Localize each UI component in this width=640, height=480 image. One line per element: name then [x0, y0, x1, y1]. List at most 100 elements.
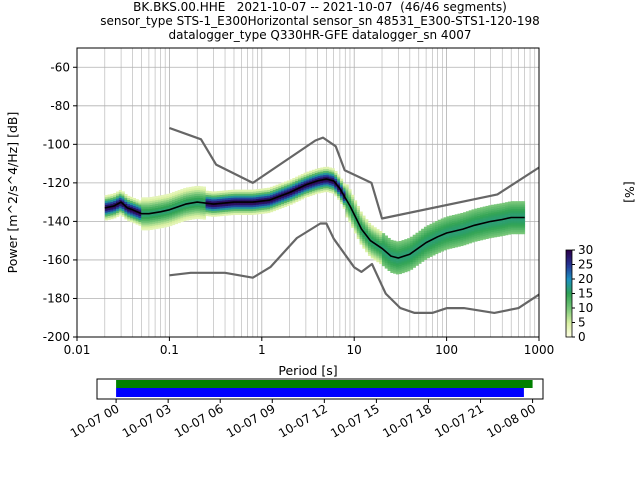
density-cell	[440, 243, 444, 246]
density-cell	[505, 204, 509, 207]
density-cell	[152, 209, 156, 213]
density-cell	[121, 195, 125, 198]
density-cell	[435, 224, 439, 228]
density-cell	[113, 198, 117, 202]
density-cell	[432, 251, 436, 254]
density-cell	[379, 259, 383, 263]
density-cell	[188, 211, 192, 215]
density-cell	[163, 213, 167, 216]
density-cell	[479, 228, 484, 231]
density-cell	[415, 263, 419, 266]
density-cell	[398, 260, 402, 263]
density-cell	[219, 206, 223, 209]
density-cell	[306, 173, 310, 176]
density-cell	[127, 197, 131, 201]
density-cell	[460, 216, 464, 220]
density-cell	[387, 264, 391, 268]
density-cell	[451, 243, 456, 247]
density-cell	[384, 243, 388, 246]
density-cell	[519, 220, 523, 223]
density-cell	[144, 228, 148, 231]
colorbar-segment	[566, 264, 572, 267]
density-cell	[482, 223, 486, 227]
density-cell	[253, 189, 257, 192]
density-cell	[199, 205, 204, 208]
density-cell	[395, 243, 400, 246]
density-cell	[460, 226, 464, 229]
density-cell	[160, 204, 164, 207]
density-cell	[440, 245, 444, 248]
density-cell	[281, 196, 285, 199]
density-cell	[351, 219, 355, 223]
density-cell	[384, 266, 388, 269]
density-cell	[373, 229, 377, 232]
density-cell	[468, 235, 472, 238]
density-cell	[367, 224, 372, 227]
density-cell	[171, 203, 176, 206]
density-cell	[258, 209, 262, 213]
density-cell	[423, 247, 428, 251]
density-cell	[194, 203, 198, 206]
density-cell	[429, 250, 433, 254]
density-cell	[499, 205, 503, 208]
density-cell	[130, 214, 134, 217]
density-cell	[465, 220, 470, 224]
density-cell	[188, 213, 192, 217]
density-cell	[387, 261, 391, 264]
density-cell	[261, 207, 265, 210]
density-cell	[415, 236, 419, 239]
density-cell	[359, 234, 363, 237]
density-cell	[353, 204, 358, 207]
density-cell	[429, 223, 433, 227]
density-cell	[351, 215, 355, 219]
density-cell	[407, 249, 411, 252]
density-cell	[309, 172, 313, 175]
density-cell	[390, 243, 394, 246]
density-cell	[426, 250, 430, 253]
density-cell	[135, 203, 139, 206]
density-cell	[300, 189, 304, 192]
density-cell	[412, 253, 416, 257]
density-cell	[141, 203, 145, 206]
density-cell	[295, 197, 299, 201]
density-cell	[502, 227, 506, 231]
density-cell	[155, 199, 159, 203]
density-cell	[155, 207, 159, 210]
density-cell	[457, 221, 461, 224]
density-cell	[449, 232, 453, 236]
density-cell	[479, 216, 484, 220]
density-cell	[365, 223, 369, 226]
density-cell	[289, 202, 293, 205]
density-cell	[244, 195, 248, 198]
density-cell	[491, 222, 495, 225]
density-cell	[138, 215, 142, 219]
density-cell	[446, 220, 450, 223]
density-cell	[177, 197, 181, 200]
density-cell	[174, 216, 178, 219]
density-cell	[146, 208, 151, 212]
density-cell	[491, 214, 495, 217]
x-tick-label: 10	[347, 343, 362, 357]
density-cell	[269, 202, 274, 205]
colorbar-segment	[566, 283, 572, 286]
density-cell	[152, 204, 156, 207]
density-cell	[370, 256, 374, 259]
density-cell	[227, 197, 232, 200]
colorbar-segment	[566, 270, 572, 273]
density-cell	[465, 217, 470, 220]
density-cell	[132, 219, 137, 222]
density-cell	[485, 211, 489, 214]
density-cell	[155, 213, 159, 216]
density-cell	[278, 189, 282, 192]
density-cell	[144, 226, 148, 229]
density-cell	[339, 195, 344, 199]
density-cell	[390, 268, 394, 272]
density-cell	[451, 241, 456, 245]
density-cell	[118, 211, 123, 214]
density-cell	[138, 206, 142, 209]
density-cell	[457, 238, 461, 241]
density-cell	[381, 238, 386, 242]
density-cell	[107, 209, 111, 213]
density-cell	[241, 197, 246, 200]
density-cell	[426, 236, 430, 239]
